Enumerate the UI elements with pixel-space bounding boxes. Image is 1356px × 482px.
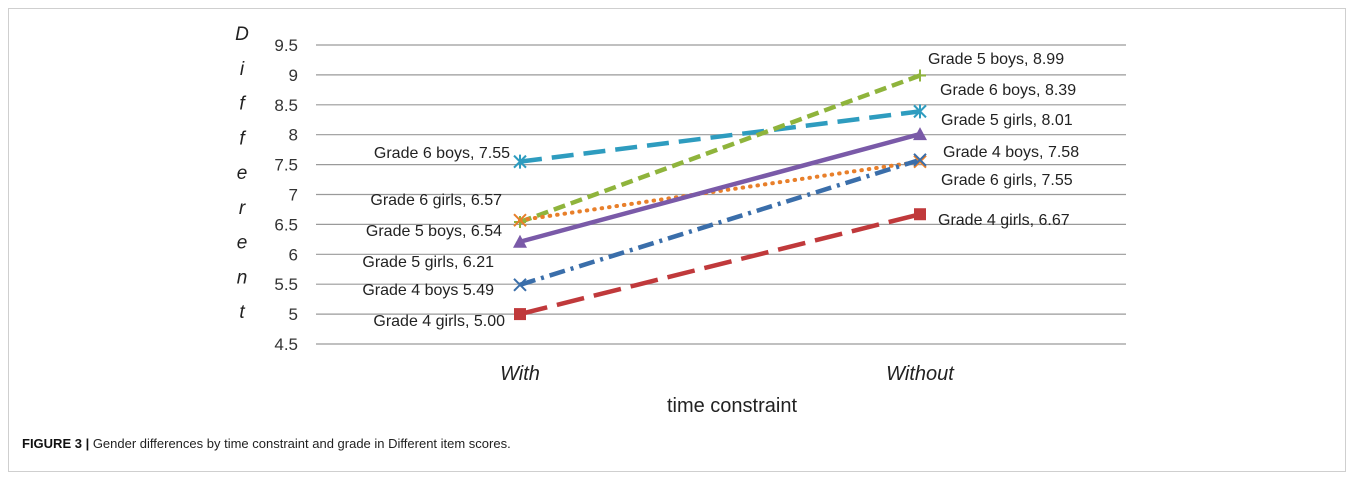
x-category-label: Without — [886, 363, 955, 385]
x-category-label: With — [500, 363, 540, 385]
data-label: Grade 5 boys, 8.99 — [928, 51, 1064, 68]
data-labels: Grade 6 boys, 7.55 Grade 6 boys, 8.39 Grad… — [362, 51, 1079, 330]
line-chart: 4.555.566.577.588.599.5 Different Grade … — [235, 24, 1126, 417]
y-tick-label: 7.5 — [274, 156, 298, 175]
series-line — [519, 131, 921, 244]
point-marker — [514, 216, 526, 229]
y-tick-label: 6 — [289, 245, 298, 264]
x-axis-label: time constraint — [667, 395, 797, 417]
point-marker — [913, 154, 927, 169]
data-label: Grade 6 girls, 7.55 — [941, 172, 1073, 189]
point-marker — [513, 278, 527, 292]
series-lines — [518, 73, 922, 317]
point-marker — [913, 153, 927, 167]
y-axis-label-letter: n — [237, 267, 248, 288]
y-tick-label: 9.5 — [274, 36, 298, 55]
series-line — [519, 212, 921, 317]
y-axis-label-letter: f — [239, 94, 246, 115]
y-axis-label-letter: t — [239, 302, 245, 323]
data-label: Grade 5 boys, 6.54 — [366, 223, 502, 240]
data-label: Grade 6 boys, 7.55 — [374, 145, 510, 162]
y-tick-label: 6.5 — [274, 215, 298, 234]
figure-frame — [8, 8, 1346, 472]
data-label: Grade 4 boys, 7.58 — [943, 144, 1079, 161]
point-marker — [514, 308, 526, 321]
point-marker — [913, 127, 927, 141]
series-line — [518, 159, 922, 223]
point-marker — [513, 213, 527, 227]
y-axis-label-letter: e — [237, 163, 248, 184]
data-label: Grade 6 boys, 8.39 — [940, 82, 1076, 99]
point-marker — [914, 208, 926, 221]
data-label: Grade 4 girls, 5.00 — [373, 313, 505, 330]
y-tick-label: 4.5 — [274, 335, 298, 354]
point-marker — [914, 69, 926, 82]
y-tick-label: 9 — [289, 66, 298, 85]
data-label: Grade 5 girls, 8.01 — [941, 112, 1073, 129]
series-line — [519, 157, 921, 287]
series-markers — [513, 69, 927, 321]
data-label: Grade 4 boys 5.49 — [362, 282, 494, 299]
y-tick-label: 8 — [289, 126, 298, 145]
data-label: Grade 4 girls, 6.67 — [938, 212, 1070, 229]
y-axis-label-letter: D — [235, 24, 249, 45]
y-axis-label-letter: r — [239, 198, 246, 219]
y-axis-label-letter: i — [240, 59, 245, 80]
figure-caption: FIGURE 3 | Gender differences by time co… — [22, 436, 1322, 451]
gridlines — [316, 44, 1126, 345]
data-label: Grade 6 girls, 6.57 — [370, 192, 502, 209]
y-axis-label-letter: f — [239, 128, 246, 149]
point-marker — [913, 104, 927, 119]
y-tick-label: 7 — [289, 186, 298, 205]
y-tick-label: 8.5 — [274, 96, 298, 115]
point-marker — [513, 234, 527, 248]
point-marker — [513, 154, 527, 169]
y-tick-label: 5 — [289, 305, 298, 324]
y-tick-labels: 4.5 5 5.5 6 6.5 7 7.5 8 8.5 9 9.5 — [274, 36, 298, 354]
figure-caption-label: FIGURE 3 | — [22, 436, 90, 451]
y-axis-label-letter: e — [237, 233, 248, 254]
data-label: Grade 5 girls, 6.21 — [362, 254, 494, 271]
x-category-labels: With Without — [500, 363, 955, 385]
y-axis-label: Different — [235, 24, 249, 323]
figure-caption-text: Gender differences by time constraint an… — [89, 436, 511, 451]
series-line — [519, 109, 921, 164]
y-tick-label: 5.5 — [274, 275, 298, 294]
